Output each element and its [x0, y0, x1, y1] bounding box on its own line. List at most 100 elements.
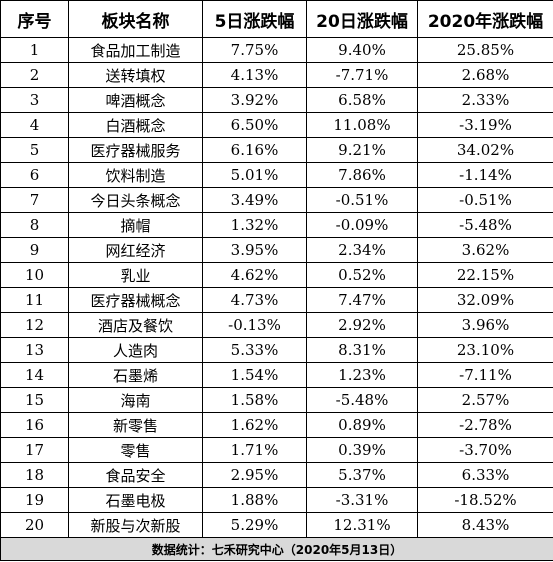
data-source-note: 数据统计：七禾研究中心（2020年5月13日） — [0, 537, 553, 561]
sector-name-cell: 酒店及餐饮 — [68, 312, 203, 338]
change-5day-cell: 6.16% — [202, 137, 307, 163]
change-ytd-cell: -3.19% — [417, 112, 553, 138]
change-20day-cell: 5.37% — [306, 462, 418, 488]
row-index-cell: 9 — [0, 237, 69, 263]
change-20day-cell: 1.23% — [306, 362, 418, 388]
change-ytd-cell: -5.48% — [417, 212, 553, 238]
footer-row: 数据统计：七禾研究中心（2020年5月13日） — [0, 537, 553, 561]
change-5day-cell: 1.88% — [202, 487, 307, 513]
row-index-cell: 14 — [0, 362, 69, 388]
change-5day-cell: 4.13% — [202, 62, 307, 88]
row-index-cell: 18 — [0, 462, 69, 488]
change-20day-cell: 6.58% — [306, 87, 418, 113]
change-20day-cell: 7.47% — [306, 287, 418, 313]
header-row: 序号 板块名称 5日涨跌幅 20日涨跌幅 2020年涨跌幅 — [0, 0, 553, 38]
change-ytd-cell: 22.15% — [417, 262, 553, 288]
sector-name-cell: 啤酒概念 — [68, 87, 203, 113]
header-index: 序号 — [0, 0, 69, 38]
row-index-cell: 15 — [0, 387, 69, 413]
change-ytd-cell: -1.14% — [417, 162, 553, 188]
sector-name-cell: 网红经济 — [68, 237, 203, 263]
table-row: 20 新股与次新股 5.29% 12.31% 8.43% — [0, 512, 553, 538]
change-5day-cell: 3.49% — [202, 187, 307, 213]
change-20day-cell: 2.92% — [306, 312, 418, 338]
change-20day-cell: 8.31% — [306, 337, 418, 363]
table-row: 10 乳业 4.62% 0.52% 22.15% — [0, 262, 553, 288]
sector-name-cell: 医疗器械概念 — [68, 287, 203, 313]
sector-name-cell: 送转填权 — [68, 62, 203, 88]
table-row: 2 送转填权 4.13% -7.71% 2.68% — [0, 62, 553, 88]
change-20day-cell: -0.09% — [306, 212, 418, 238]
change-5day-cell: 1.32% — [202, 212, 307, 238]
row-index-cell: 4 — [0, 112, 69, 138]
sector-name-cell: 石墨电极 — [68, 487, 203, 513]
row-index-cell: 3 — [0, 87, 69, 113]
change-20day-cell: 9.21% — [306, 137, 418, 163]
sector-name-cell: 医疗器械服务 — [68, 137, 203, 163]
sector-name-cell: 海南 — [68, 387, 203, 413]
change-5day-cell: 5.33% — [202, 337, 307, 363]
sector-name-cell: 白酒概念 — [68, 112, 203, 138]
table-row: 1 食品加工制造 7.75% 9.40% 25.85% — [0, 37, 553, 63]
change-5day-cell: 1.62% — [202, 412, 307, 438]
change-20day-cell: -7.71% — [306, 62, 418, 88]
row-index-cell: 20 — [0, 512, 69, 538]
change-ytd-cell: -3.70% — [417, 437, 553, 463]
table-row: 5 医疗器械服务 6.16% 9.21% 34.02% — [0, 137, 553, 163]
change-20day-cell: 7.86% — [306, 162, 418, 188]
header-5day-change: 5日涨跌幅 — [202, 0, 307, 38]
change-ytd-cell: 2.33% — [417, 87, 553, 113]
change-5day-cell: 3.95% — [202, 237, 307, 263]
row-index-cell: 5 — [0, 137, 69, 163]
sector-name-cell: 摘帽 — [68, 212, 203, 238]
table-row: 18 食品安全 2.95% 5.37% 6.33% — [0, 462, 553, 488]
table-body: 1 食品加工制造 7.75% 9.40% 25.85% 2 送转填权 4.13% -7.71% 2… — [0, 37, 553, 538]
row-index-cell: 10 — [0, 262, 69, 288]
change-5day-cell: 4.73% — [202, 287, 307, 313]
change-ytd-cell: -0.51% — [417, 187, 553, 213]
change-20day-cell: -5.48% — [306, 387, 418, 413]
sector-name-cell: 新零售 — [68, 412, 203, 438]
change-ytd-cell: 3.62% — [417, 237, 553, 263]
change-5day-cell: 1.71% — [202, 437, 307, 463]
change-ytd-cell: 8.43% — [417, 512, 553, 538]
row-index-cell: 17 — [0, 437, 69, 463]
sector-name-cell: 饮料制造 — [68, 162, 203, 188]
table-row: 19 石墨电极 1.88% -3.31% -18.52% — [0, 487, 553, 513]
change-5day-cell: 1.58% — [202, 387, 307, 413]
row-index-cell: 6 — [0, 162, 69, 188]
change-ytd-cell: 2.57% — [417, 387, 553, 413]
table-row: 17 零售 1.71% 0.39% -3.70% — [0, 437, 553, 463]
table-row: 8 摘帽 1.32% -0.09% -5.48% — [0, 212, 553, 238]
row-index-cell: 11 — [0, 287, 69, 313]
table-row: 6 饮料制造 5.01% 7.86% -1.14% — [0, 162, 553, 188]
sector-name-cell: 人造肉 — [68, 337, 203, 363]
change-ytd-cell: -2.78% — [417, 412, 553, 438]
row-index-cell: 16 — [0, 412, 69, 438]
change-5day-cell: 4.62% — [202, 262, 307, 288]
change-20day-cell: -0.51% — [306, 187, 418, 213]
row-index-cell: 1 — [0, 37, 69, 63]
row-index-cell: 7 — [0, 187, 69, 213]
change-20day-cell: 12.31% — [306, 512, 418, 538]
change-20day-cell: 11.08% — [306, 112, 418, 138]
change-5day-cell: 2.95% — [202, 462, 307, 488]
change-5day-cell: 3.92% — [202, 87, 307, 113]
change-5day-cell: -0.13% — [202, 312, 307, 338]
row-index-cell: 19 — [0, 487, 69, 513]
change-20day-cell: 2.34% — [306, 237, 418, 263]
table-row: 14 石墨烯 1.54% 1.23% -7.11% — [0, 362, 553, 388]
table-row: 9 网红经济 3.95% 2.34% 3.62% — [0, 237, 553, 263]
change-ytd-cell: 25.85% — [417, 37, 553, 63]
change-ytd-cell: -7.11% — [417, 362, 553, 388]
sector-name-cell: 食品加工制造 — [68, 37, 203, 63]
header-ytd-change: 2020年涨跌幅 — [417, 0, 553, 38]
change-ytd-cell: 6.33% — [417, 462, 553, 488]
change-ytd-cell: 2.68% — [417, 62, 553, 88]
sector-name-cell: 今日头条概念 — [68, 187, 203, 213]
change-ytd-cell: 34.02% — [417, 137, 553, 163]
table-row: 3 啤酒概念 3.92% 6.58% 2.33% — [0, 87, 553, 113]
sector-name-cell: 乳业 — [68, 262, 203, 288]
